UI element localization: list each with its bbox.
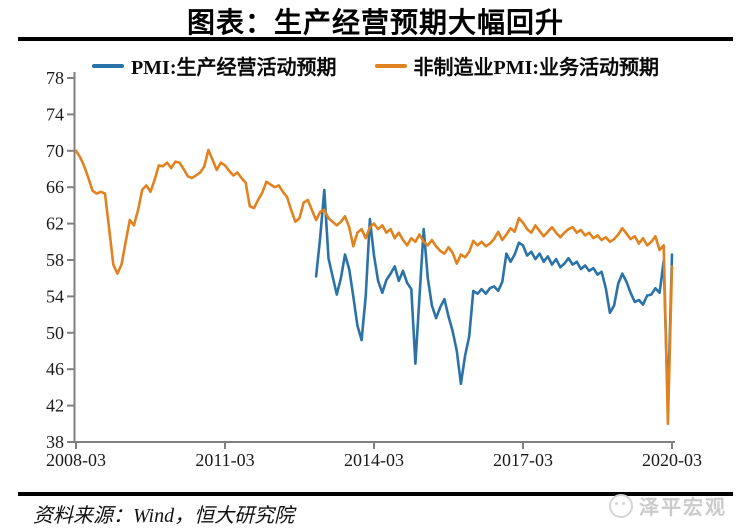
- watermark-logo-icon: [609, 493, 633, 518]
- x-tick-label: 2011-03: [195, 450, 254, 470]
- source-note: 资料来源：Wind，恒大研究院: [33, 505, 295, 527]
- y-tick-label: 70: [46, 141, 64, 161]
- legend-label-pmi: PMI:生产经营活动预期: [130, 57, 337, 79]
- legend-item-non-mfg: 非制造业PMI:业务活动预期: [374, 51, 660, 80]
- y-tick-label: 42: [46, 396, 64, 416]
- legend-label-non-mfg: 非制造业PMI:业务活动预期: [413, 57, 660, 79]
- bottom-divider: [18, 492, 733, 496]
- watermark-text: 泽平宏观: [639, 497, 727, 519]
- x-tick-label: 2017-03: [493, 450, 553, 470]
- x-tick-label: 2020-03: [642, 450, 702, 470]
- legend: PMI:生产经营活动预期 非制造业PMI:业务活动预期: [0, 51, 751, 80]
- y-tick-label: 62: [46, 214, 64, 234]
- series-line-non-mfg: [74, 148, 674, 426]
- y-tick-label: 54: [46, 286, 64, 306]
- watermark: 泽平宏观: [609, 491, 727, 520]
- legend-swatch-pmi-line: [91, 63, 124, 68]
- y-tick-label: 58: [46, 250, 64, 270]
- y-tick-label: 74: [46, 104, 64, 124]
- series-line-pmi: [314, 188, 674, 409]
- y-tick-label: 66: [46, 177, 64, 197]
- y-tick-label: 50: [46, 323, 64, 343]
- y-tick-label: 38: [46, 432, 64, 452]
- top-divider: [18, 37, 733, 41]
- chart-title: 图表：生产经营预期大幅回升: [186, 8, 564, 39]
- y-tick-label: 46: [46, 359, 64, 379]
- legend-item-pmi: PMI:生产经营活动预期: [91, 51, 337, 80]
- y-tick-label: 78: [46, 68, 64, 88]
- legend-swatch-non-mfg-line: [374, 63, 407, 68]
- x-tick-label: 2014-03: [344, 450, 404, 470]
- x-tick-label: 2008-03: [46, 450, 106, 470]
